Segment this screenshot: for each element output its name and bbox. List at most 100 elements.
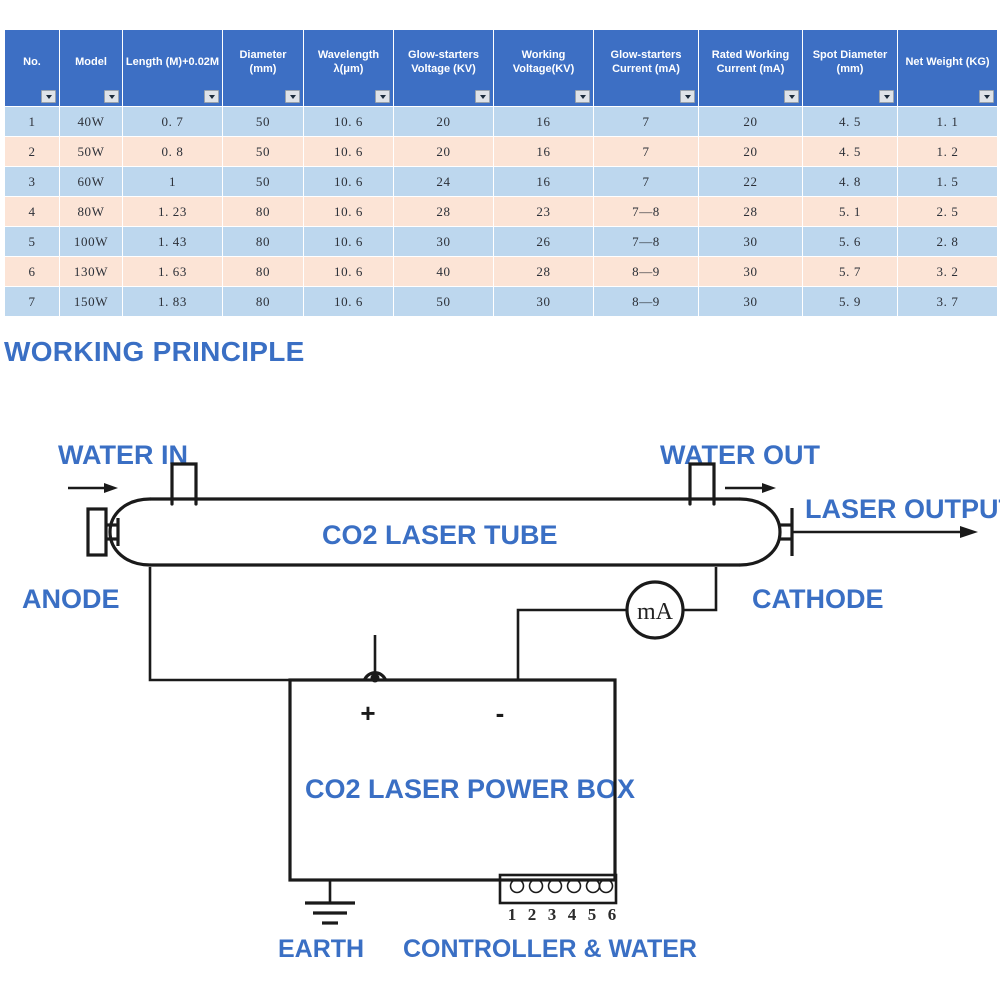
cell: 5. 6: [802, 226, 898, 257]
cell: 100W: [59, 226, 123, 257]
controller-water-terminal-block[interactable]: 1 2 3 4 5 6: [498, 873, 618, 924]
filter-dropdown-icon[interactable]: [204, 90, 219, 103]
column-header-label: Glow-starters Current (mA): [610, 49, 682, 75]
cell: 30: [698, 286, 803, 317]
terminal-pin-6: 6: [608, 905, 617, 924]
laser-tube-spec-table: No. Model Length (M)+0.02M Diameter (mm)…: [4, 29, 998, 317]
water-in-arrow-icon: [68, 483, 118, 493]
cell: 22: [698, 166, 803, 197]
filter-dropdown-icon[interactable]: [680, 90, 695, 103]
cell: 7: [593, 106, 699, 137]
cell: 10. 6: [303, 286, 394, 317]
label-water-in: WATER IN: [58, 440, 188, 470]
spec-table-container: No. Model Length (M)+0.02M Diameter (mm)…: [4, 29, 998, 317]
cell: 1. 83: [122, 286, 223, 317]
label-anode: ANODE: [22, 584, 120, 614]
cell: 1: [122, 166, 223, 197]
working-principle-diagram: WATER IN WATER OUT LASER OUTPUT CO2 LASE…: [0, 392, 1000, 992]
cell: 5: [4, 226, 60, 257]
terminal-pin-2: 2: [528, 905, 537, 924]
cell: 130W: [59, 256, 123, 287]
cell: 2: [4, 136, 60, 167]
column-header-working-voltage[interactable]: Working Voltage(KV): [493, 29, 594, 107]
table-body: 1 40W 0. 7 50 10. 6 20 16 7 20 4. 5 1. 1 2 50W…: [4, 106, 998, 317]
filter-dropdown-icon[interactable]: [575, 90, 590, 103]
water-out-arrow-icon: [725, 483, 776, 493]
cell: 4. 5: [802, 106, 898, 137]
table-row: 2 50W 0. 8 50 10. 6 20 16 7 20 4. 5 1. 2: [4, 136, 998, 167]
table-header-row: No. Model Length (M)+0.02M Diameter (mm)…: [4, 29, 998, 107]
cell: 1. 63: [122, 256, 223, 287]
cell: 20: [393, 136, 494, 167]
cell: 30: [698, 226, 803, 257]
cell: 16: [493, 136, 594, 167]
column-header-label: Wavelength λ(μm): [317, 49, 380, 75]
cell: 80W: [59, 196, 123, 227]
filter-dropdown-icon[interactable]: [104, 90, 119, 103]
terminal-pin-4: 4: [568, 905, 577, 924]
column-header-model[interactable]: Model: [59, 29, 123, 107]
cell: 20: [698, 136, 803, 167]
terminal-minus-label: -: [496, 698, 505, 728]
column-header-no[interactable]: No.: [4, 29, 60, 107]
cell: 16: [493, 166, 594, 197]
cell: 7: [593, 136, 699, 167]
table-row: 1 40W 0. 7 50 10. 6 20 16 7 20 4. 5 1. 1: [4, 106, 998, 137]
label-co2-laser-tube: CO2 LASER TUBE: [322, 520, 558, 550]
label-water-out: WATER OUT: [660, 440, 820, 470]
cell: 10. 6: [303, 136, 394, 167]
cell: 4: [4, 196, 60, 227]
cell: 28: [698, 196, 803, 227]
laser-output-arrow-icon: [792, 526, 978, 538]
cell: 6: [4, 256, 60, 287]
column-header-label: Model: [75, 56, 107, 69]
column-header-rated-working-current[interactable]: Rated Working Current (mA): [698, 29, 803, 107]
cell: 7—8: [593, 196, 699, 227]
cell: 50: [222, 106, 304, 137]
table-row: 5 100W 1. 43 80 10. 6 30 26 7—8 30 5. 6 2. 8: [4, 226, 998, 257]
cell: 8—9: [593, 256, 699, 287]
column-header-wavelength[interactable]: Wavelength λ(μm): [303, 29, 394, 107]
column-header-label: No.: [23, 56, 41, 69]
co2-laser-tube-body: [86, 462, 794, 567]
cell: 0. 7: [122, 106, 223, 137]
cell: 3. 2: [897, 256, 998, 287]
filter-dropdown-icon[interactable]: [475, 90, 490, 103]
column-header-label: Working Voltage(KV): [512, 49, 575, 75]
label-earth: EARTH: [278, 935, 364, 963]
column-header-length[interactable]: Length (M)+0.02M: [122, 29, 223, 107]
column-header-diameter[interactable]: Diameter (mm): [222, 29, 304, 107]
cell: 4. 5: [802, 136, 898, 167]
filter-dropdown-icon[interactable]: [879, 90, 894, 103]
cell: 1: [4, 106, 60, 137]
table-row: 4 80W 1. 23 80 10. 6 28 23 7—8 28 5. 1 2. 5: [4, 196, 998, 227]
cell: 40W: [59, 106, 123, 137]
cell: 1. 23: [122, 196, 223, 227]
column-header-label: Rated Working Current (mA): [711, 49, 790, 75]
cell: 1. 5: [897, 166, 998, 197]
label-power-box: CO2 LASER POWER BOX: [305, 774, 635, 804]
cell: 1. 1: [897, 106, 998, 137]
filter-dropdown-icon[interactable]: [285, 90, 300, 103]
column-header-net-weight[interactable]: Net Weight (KG): [897, 29, 998, 107]
cell: 80: [222, 256, 304, 287]
cell: 26: [493, 226, 594, 257]
terminal-plus-label: +: [360, 698, 375, 728]
filter-dropdown-icon[interactable]: [41, 90, 56, 103]
cell: 2. 8: [897, 226, 998, 257]
milliamp-meter-label: mA: [637, 599, 674, 625]
filter-dropdown-icon[interactable]: [375, 90, 390, 103]
label-controller-water: CONTROLLER & WATER: [403, 935, 697, 963]
column-header-label: Spot Diameter (mm): [812, 49, 888, 75]
filter-dropdown-icon[interactable]: [784, 90, 799, 103]
filter-dropdown-icon[interactable]: [979, 90, 994, 103]
cell: 50W: [59, 136, 123, 167]
column-header-spot-diameter[interactable]: Spot Diameter (mm): [802, 29, 898, 107]
table-row: 6 130W 1. 63 80 10. 6 40 28 8—9 30 5. 7 3. 2: [4, 256, 998, 287]
cell: 150W: [59, 286, 123, 317]
column-header-glow-starters-current[interactable]: Glow-starters Current (mA): [593, 29, 699, 107]
column-header-label: Length (M)+0.02M: [125, 56, 220, 69]
column-header-glow-starters-voltage[interactable]: Glow-starters Voltage (KV): [393, 29, 494, 107]
cell: 7: [593, 166, 699, 197]
cell: 10. 6: [303, 166, 394, 197]
